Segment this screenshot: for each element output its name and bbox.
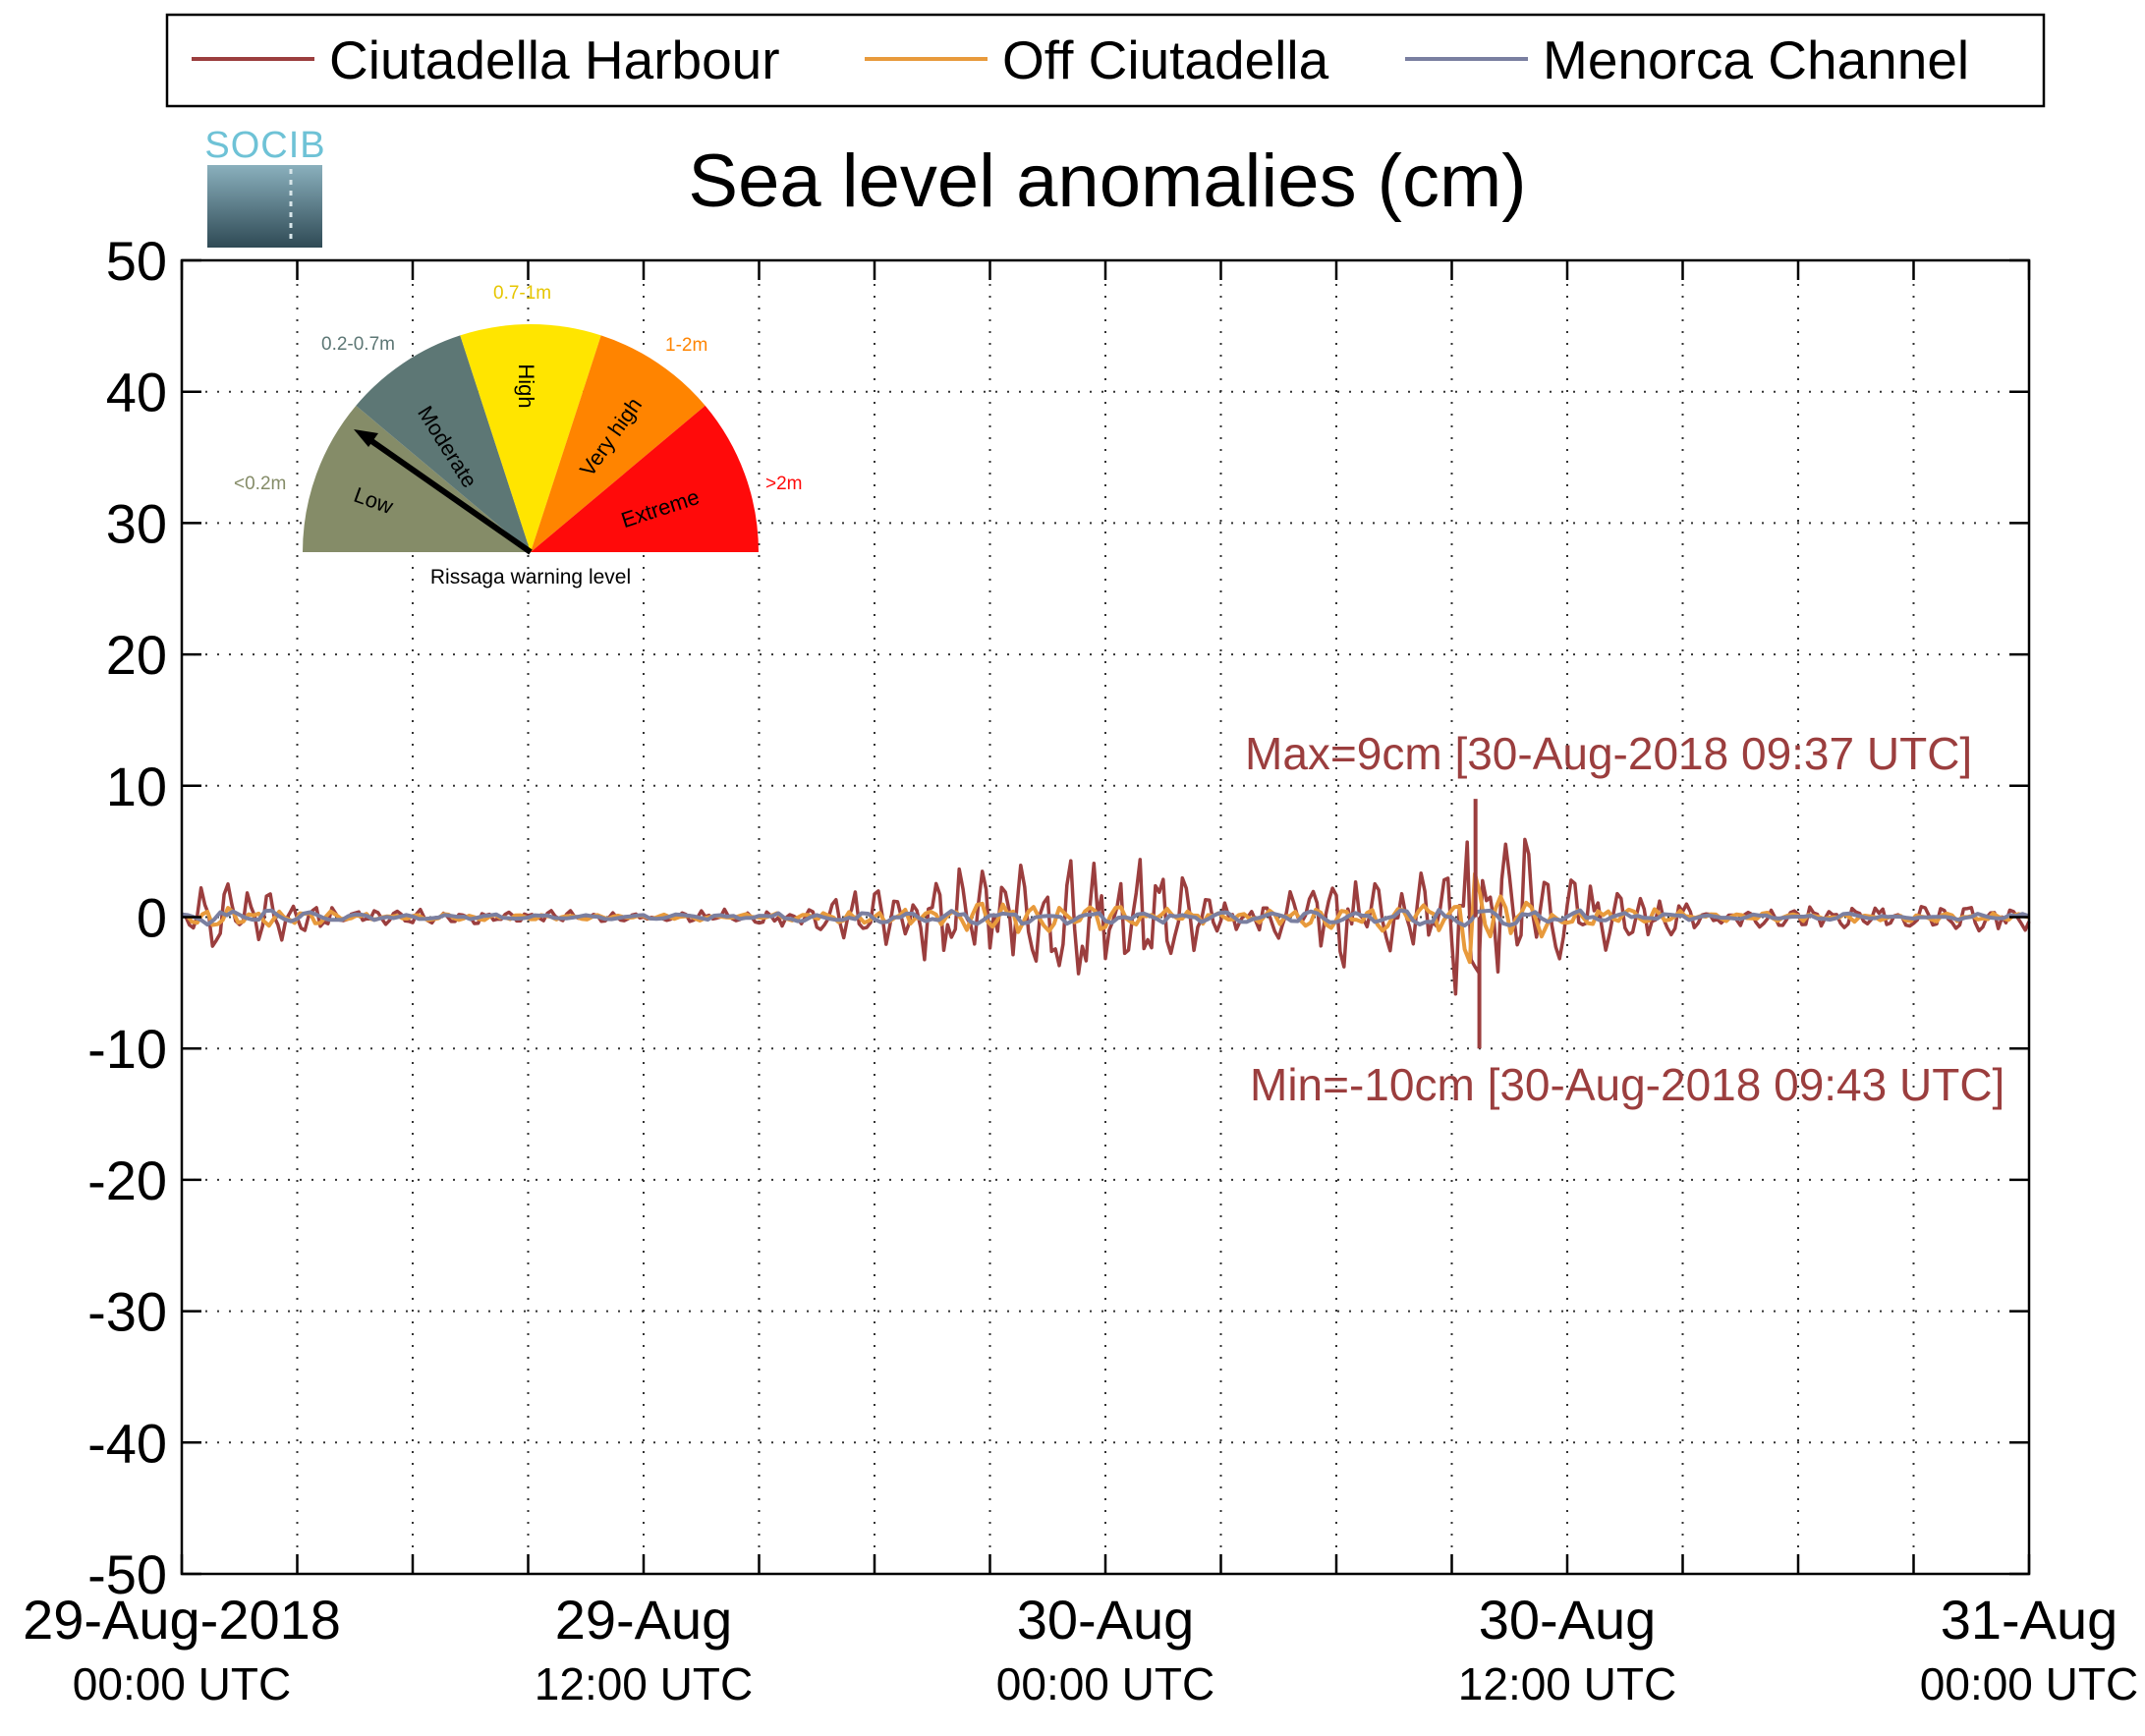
legend: Ciutadella Harbour Off Ciutadella Menorc… <box>165 13 2046 108</box>
max-annotation: Max=9cm [30-Aug-2018 09:37 UTC] <box>1245 728 1972 779</box>
y-tick-label: -20 <box>87 1149 167 1211</box>
legend-box <box>165 13 2046 108</box>
x-tick-label: 29-Aug <box>555 1589 733 1651</box>
y-tick-label: -40 <box>87 1412 167 1474</box>
series-line-menorca-channel <box>181 908 2030 928</box>
gauge-range-extreme: >2m <box>765 474 803 494</box>
y-tick-label: 40 <box>106 362 167 423</box>
socib-logo: SOCIB <box>204 125 325 248</box>
x-axis-tick-labels: 29-Aug-2018 00:00 UTC 29-Aug 12:00 UTC 30-Au… <box>23 1589 2138 1709</box>
gauge-needle-arrowhead <box>354 429 378 447</box>
y-tick-label: 10 <box>106 756 167 817</box>
y-tick-label: 50 <box>106 230 167 292</box>
y-tick-label: 30 <box>106 492 167 554</box>
logo-block <box>207 165 322 248</box>
gauge-segment-high <box>460 324 601 552</box>
legend-label-off-ciutadella: Off Ciutadella <box>1002 29 1329 90</box>
rissaga-warning-gauge: Low Moderate High Very high Extreme <0.2… <box>234 283 803 588</box>
gauge-segment-very-high <box>531 335 706 552</box>
y-axis-tick-labels: 50 40 30 20 10 0 -10 -20 -30 -40 -50 <box>87 230 167 1605</box>
gauge-caption: Rissaga warning level <box>430 566 631 588</box>
x-tick-label: 30-Aug <box>1017 1589 1195 1651</box>
x-tick-label: 31-Aug <box>1941 1589 2118 1651</box>
x-tick-sublabel: 12:00 UTC <box>535 1658 753 1709</box>
y-tick-label: -50 <box>87 1543 167 1605</box>
gauge-segment-moderate <box>356 335 531 552</box>
y-tick-label: 0 <box>137 887 167 949</box>
gauge-range-low: <0.2m <box>234 474 286 494</box>
legend-label-ciutadella-harbour: Ciutadella Harbour <box>329 29 780 90</box>
x-tick-sublabel: 00:00 UTC <box>996 1658 1214 1709</box>
logo-text: SOCIB <box>204 125 325 166</box>
gauge-range-moderate: 0.2-0.7m <box>321 334 395 355</box>
min-annotation: Min=-10cm [30-Aug-2018 09:43 UTC] <box>1250 1059 2004 1110</box>
gauge-segment-extreme <box>531 405 759 552</box>
legend-label-menorca-channel: Menorca Channel <box>1543 29 1969 90</box>
y-tick-label: 20 <box>106 624 167 686</box>
x-tick-sublabel: 00:00 UTC <box>1920 1658 2138 1709</box>
axis-ticks <box>180 258 2031 1576</box>
x-tick-label: 29-Aug-2018 <box>23 1589 341 1651</box>
y-tick-label: -30 <box>87 1281 167 1343</box>
gauge-range-very-high: 1-2m <box>665 335 707 356</box>
x-tick-label: 30-Aug <box>1479 1589 1657 1651</box>
gauge-needle <box>366 435 533 555</box>
gauge-range-high: 0.7-1m <box>493 283 551 304</box>
x-tick-sublabel: 12:00 UTC <box>1458 1658 1676 1709</box>
gauge-label-high: High <box>514 364 538 408</box>
x-tick-sublabel: 00:00 UTC <box>73 1658 291 1709</box>
series-layer <box>180 799 2031 1049</box>
chart-title: Sea level anomalies (cm) <box>688 140 1526 223</box>
y-tick-label: -10 <box>87 1018 167 1080</box>
